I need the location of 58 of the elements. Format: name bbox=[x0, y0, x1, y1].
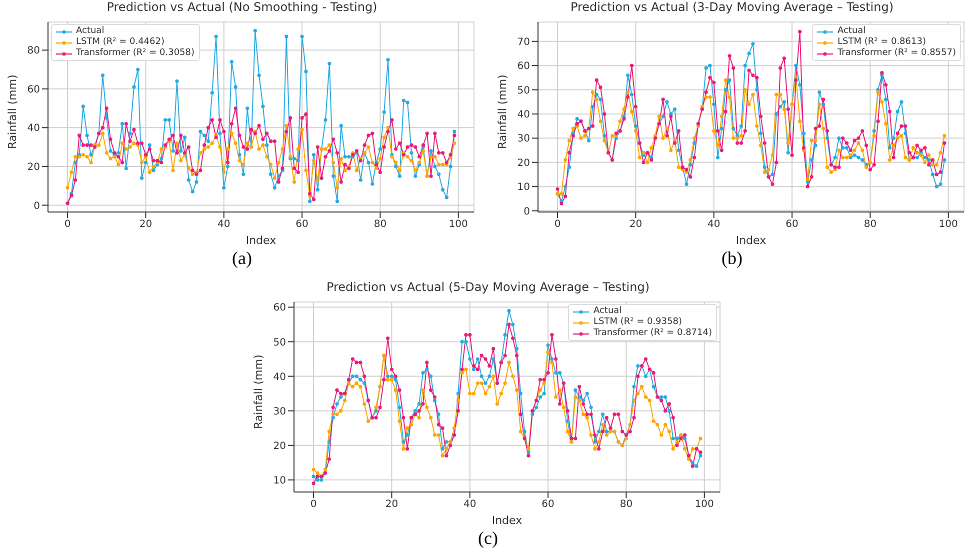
legend-label: Actual bbox=[837, 26, 866, 37]
x-tick-label: 40 bbox=[218, 219, 230, 230]
y-tick-label: 0 bbox=[34, 200, 40, 212]
x-tick-label: 40 bbox=[464, 499, 476, 510]
legend-label: LSTM (R² = 0.9358) bbox=[593, 317, 682, 328]
legend-label: Transformer (R² = 0.8714) bbox=[593, 328, 712, 339]
y-tick-label: 20 bbox=[27, 162, 40, 173]
x-tick-label: 60 bbox=[786, 219, 798, 230]
x-tick-label: 0 bbox=[554, 219, 561, 230]
text: (a) bbox=[231, 248, 253, 269]
y-tick-label: 10 bbox=[273, 475, 286, 486]
y-tick-label: 70 bbox=[517, 36, 530, 48]
y-tick-label: 30 bbox=[517, 134, 530, 145]
y-axis-title: Rainfall (mm) bbox=[496, 74, 509, 149]
chart-title: Prediction vs Actual (No Smoothing - Testing) bbox=[106, 0, 378, 16]
x-tick-label: 0 bbox=[64, 219, 71, 230]
y-tick-label: 50 bbox=[517, 85, 530, 96]
x-tick-label: 60 bbox=[296, 219, 308, 230]
x-tick-label: 20 bbox=[629, 219, 642, 230]
x-axis-title: Index bbox=[492, 514, 523, 527]
y-tick-label: 60 bbox=[273, 302, 286, 314]
x-tick-label: 80 bbox=[864, 219, 877, 230]
x-tick-label: 0 bbox=[310, 499, 317, 510]
y-tick-label: 40 bbox=[517, 110, 530, 121]
y-tick-label: 20 bbox=[273, 440, 286, 452]
x-tick-label: 40 bbox=[708, 219, 720, 230]
y-axis-title: Rainfall (mm) bbox=[6, 74, 19, 149]
legend-label: Transformer (R² = 0.3058) bbox=[76, 48, 195, 59]
chart-title: Prediction vs Actual (5-Day Moving Average – Testing) bbox=[325, 280, 651, 296]
y-tick-label: 30 bbox=[273, 406, 286, 418]
y-tick-label: 50 bbox=[273, 337, 286, 348]
legend-label: LSTM (R² = 0.8613) bbox=[837, 37, 926, 48]
x-tick-label: 60 bbox=[542, 499, 554, 510]
y-tick-label: 60 bbox=[27, 84, 40, 96]
y-tick-label: 40 bbox=[273, 372, 286, 383]
legend-label: Actual bbox=[76, 26, 104, 37]
x-tick-label: 100 bbox=[938, 219, 958, 230]
x-tick-label: 100 bbox=[694, 499, 714, 510]
legend-label: Transformer (R² = 0.8557) bbox=[837, 48, 956, 59]
legend-label: Actual bbox=[593, 306, 622, 317]
x-tick-label: 80 bbox=[620, 499, 633, 510]
y-tick-label: 20 bbox=[517, 158, 530, 169]
x-axis-title: Index bbox=[736, 234, 767, 247]
x-tick-label: 100 bbox=[448, 219, 468, 230]
text: (b) bbox=[720, 248, 744, 269]
y-tick-label: 0 bbox=[524, 206, 530, 218]
y-tick-label: 10 bbox=[517, 182, 530, 194]
y-tick-label: 40 bbox=[27, 123, 40, 134]
legend-label: LSTM (R² = 0.4462) bbox=[76, 37, 164, 48]
y-tick-label: 80 bbox=[27, 46, 40, 57]
x-axis-title: Index bbox=[246, 234, 277, 247]
y-tick-label: 60 bbox=[517, 61, 530, 72]
x-tick-label: 20 bbox=[385, 499, 398, 510]
chart-title: Prediction vs Actual (3-Day Moving Average – Testing) bbox=[569, 0, 895, 16]
text: (c) bbox=[477, 528, 499, 549]
x-tick-label: 80 bbox=[374, 219, 387, 230]
y-axis-title: Rainfall (mm) bbox=[252, 354, 265, 429]
x-tick-label: 20 bbox=[139, 219, 152, 230]
